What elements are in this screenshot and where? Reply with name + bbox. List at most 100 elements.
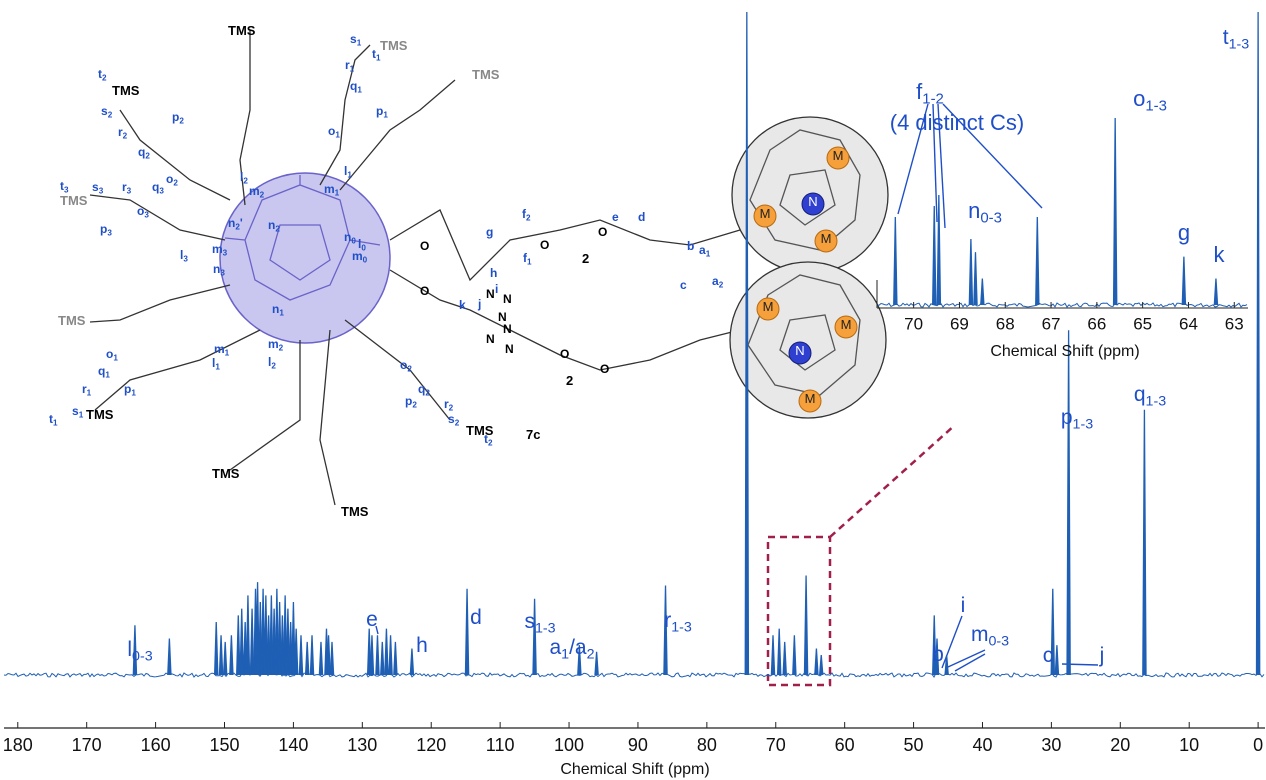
peak	[932, 205, 937, 306]
structure-label-subscript: 1	[335, 131, 340, 140]
structure-label-part: TMS	[466, 423, 494, 438]
structure-label-part: TMS	[86, 407, 114, 422]
structure-label-subscript: 1	[357, 86, 362, 95]
structure-label-part: q	[418, 382, 425, 396]
peak-label-subscript: 1	[561, 646, 569, 662]
structure-label-part: M	[805, 391, 816, 406]
structure-label: k	[459, 298, 466, 312]
structure-label-part: j	[477, 297, 481, 311]
inset-x-tick-label: 68	[996, 314, 1015, 333]
structure-label-part: M	[841, 317, 852, 332]
structure-label-part: t	[372, 47, 376, 61]
structure-label: N	[503, 292, 512, 306]
structure-label: TMS	[58, 313, 86, 328]
structure-label: o3	[137, 204, 149, 220]
nitrogen-atom	[801, 192, 825, 216]
peak-label: r1-3	[664, 609, 692, 636]
peak	[782, 641, 787, 676]
peak-label-subscript: 0-3	[132, 648, 153, 664]
structure-label-part: l	[180, 248, 183, 262]
structure-label-part: 7c	[526, 427, 540, 442]
structure-label-subscript: 2	[488, 439, 493, 448]
structure-label-part: n	[272, 302, 279, 316]
peak-label-subscript: 2	[587, 646, 595, 662]
structure-label-part: o	[137, 204, 144, 218]
peak	[255, 582, 260, 676]
peak	[318, 641, 324, 676]
x-tick-label: 160	[141, 735, 171, 755]
structure-label: M	[760, 206, 771, 221]
peak	[818, 655, 824, 676]
structure-label-subscript: 3	[183, 255, 188, 264]
structure-label: q3	[152, 180, 164, 196]
structure-label-part: M	[821, 231, 832, 246]
structure-label: N	[486, 287, 495, 301]
peak	[893, 216, 898, 306]
structure-label-part: O	[420, 239, 429, 253]
inset-peak-label-part: n	[968, 198, 980, 223]
peak-label-subscript: 1-3	[1146, 393, 1167, 409]
structure-label: l1	[212, 356, 220, 372]
peak-label-subscript: 1-3	[671, 619, 692, 635]
peak-label-subscript: 0-3	[988, 633, 1009, 649]
structure-label-part: o	[400, 358, 407, 372]
structure-label-part: N	[486, 287, 495, 301]
structure-label-part: c	[680, 278, 687, 292]
structure-label: s2	[448, 412, 460, 428]
peak	[239, 608, 244, 676]
peak	[934, 638, 940, 676]
x-tick-label: 110	[486, 735, 515, 755]
structure-label-subscript: 1	[350, 65, 355, 74]
structure-label-part: M	[833, 148, 844, 163]
structure-label-part: r	[444, 397, 449, 411]
peak-label: l0-3	[127, 638, 152, 665]
x-tick-label: 120	[416, 735, 446, 755]
structure-label: m1	[324, 182, 340, 198]
structure-label-part: t	[484, 432, 488, 446]
inset-x-tick-label: 63	[1225, 314, 1244, 333]
peak	[388, 635, 393, 676]
structure-label: p2	[172, 110, 184, 126]
peak-label-part: c	[1043, 644, 1054, 667]
structure-label-part: t	[49, 412, 53, 426]
peak	[409, 648, 415, 676]
structure-label: t1	[49, 412, 58, 428]
peak-label: j	[1099, 644, 1105, 667]
structure-label-subscript: 3	[144, 211, 149, 220]
structure-label: l3	[180, 248, 188, 264]
x-tick-label: 70	[766, 735, 786, 755]
structure-label-part: l	[212, 356, 215, 370]
structure-label-part: p	[124, 382, 131, 396]
structure-label-part: n	[213, 262, 220, 276]
peak-label: d	[470, 606, 482, 629]
structure-label: TMS	[60, 193, 88, 208]
inset-peak-label: n0-3	[968, 198, 1002, 227]
structure-label-subscript: 1	[215, 363, 220, 372]
structure-label-part: m	[352, 249, 363, 263]
structure-label: q1	[350, 79, 362, 95]
peak-label-part: b	[932, 643, 944, 666]
structure-label: TMS	[466, 423, 494, 438]
structure-label-part: TMS	[212, 466, 240, 481]
structure-label-subscript: 3	[220, 269, 225, 278]
structure-label-part: t	[60, 179, 64, 193]
peak	[218, 635, 224, 676]
x-tick-label: 140	[278, 735, 308, 755]
structure-label: TMS	[228, 23, 256, 38]
structure-label: M	[821, 231, 832, 246]
structure-label-part: N	[505, 342, 514, 356]
peak-label: p1-3	[1061, 406, 1093, 433]
structure-label-subscript: 2	[102, 74, 107, 83]
arrows	[375, 103, 1099, 672]
inset-peak-label-subscript: 1-2	[922, 91, 944, 108]
structure-label-subscript: 1	[376, 54, 381, 63]
structure-label-subscript: 1	[335, 189, 340, 198]
nitrogen-atom	[788, 341, 812, 365]
x-tick-label: 40	[972, 735, 992, 755]
structure-label-part: o	[328, 124, 335, 138]
peak	[594, 651, 599, 676]
baseline-noise	[3, 672, 1265, 678]
structure-label-part: l	[358, 237, 361, 251]
structure-label-subscript: 1	[383, 111, 388, 120]
inset-x-axis-title: Chemical Shift (ppm)	[990, 343, 1139, 360]
